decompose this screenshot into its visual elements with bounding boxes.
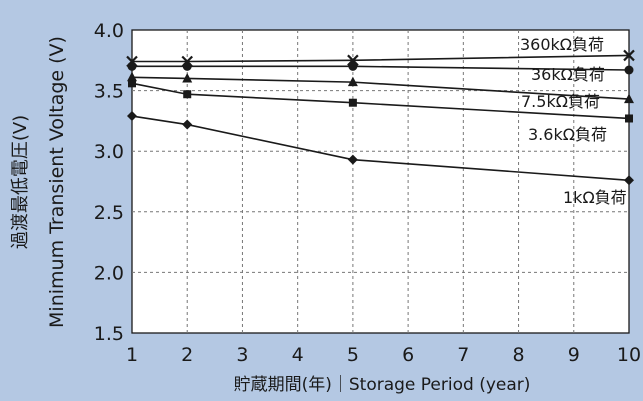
series-3 xyxy=(127,71,634,104)
data-point xyxy=(182,119,193,130)
data-point xyxy=(127,71,137,82)
series-5 xyxy=(127,111,634,186)
plot-area xyxy=(131,29,630,334)
data-point xyxy=(347,76,358,87)
series-line xyxy=(131,115,630,182)
series-line xyxy=(132,54,630,63)
grid xyxy=(132,30,629,333)
data-point xyxy=(625,114,633,123)
y-tick-label: 3.0 xyxy=(94,141,124,163)
series-2 xyxy=(127,61,634,75)
series-4 xyxy=(128,79,633,123)
series-labels: 360kΩ負荷 36kΩ負荷 7.5kΩ負荷 3.6kΩ負荷 1kΩ負荷 xyxy=(520,35,627,207)
x-tick-label: 6 xyxy=(402,344,414,366)
y-tick-label: 2.0 xyxy=(94,262,124,284)
series-label: 360kΩ負荷 xyxy=(520,35,604,54)
y-tick-label: 3.5 xyxy=(94,81,124,103)
data-point xyxy=(623,49,635,62)
x-tick-label: 2 xyxy=(181,344,193,366)
series-line xyxy=(131,82,630,120)
series-line xyxy=(132,65,630,71)
x-tick-label: 3 xyxy=(236,344,248,366)
data-point xyxy=(624,175,634,186)
y-axis-title-en: Minimum Transient Voltage (V) xyxy=(46,36,68,328)
x-axis-title: 貯蔵期間(年)｜Storage Period (year) xyxy=(234,375,531,395)
data-point xyxy=(348,61,358,71)
series-1 xyxy=(126,49,635,68)
x-tick-label: 8 xyxy=(513,344,525,366)
series-label: 36kΩ負荷 xyxy=(531,65,605,84)
data-point xyxy=(624,65,634,75)
x-tick-label: 9 xyxy=(568,344,580,366)
x-tick-labels: 1 2 3 4 5 6 7 8 9 10 xyxy=(126,344,641,366)
series-group xyxy=(126,49,635,186)
data-point xyxy=(127,61,137,71)
data-point xyxy=(128,79,136,88)
data-point xyxy=(127,111,137,122)
series-label: 3.6kΩ負荷 xyxy=(528,125,607,144)
y-tick-label: 1.5 xyxy=(94,323,124,345)
x-tick-label: 4 xyxy=(292,344,304,366)
series-label: 7.5kΩ負荷 xyxy=(521,92,600,111)
data-point xyxy=(182,72,193,83)
x-tick-label: 5 xyxy=(347,344,359,366)
data-point xyxy=(347,154,358,165)
series-line xyxy=(131,76,630,100)
data-point xyxy=(183,90,192,99)
x-tick-label: 7 xyxy=(457,344,469,366)
data-point xyxy=(182,61,192,71)
x-tick-label: 10 xyxy=(617,344,641,366)
y-tick-label: 2.5 xyxy=(94,202,124,224)
data-point xyxy=(624,93,634,104)
y-tick-label: 4.0 xyxy=(94,20,124,42)
y-tick-labels: 1.5 2.0 2.5 3.0 3.5 4.0 xyxy=(94,20,124,345)
x-tick-label: 1 xyxy=(126,344,138,366)
y-axis-title-ja: 過渡最低電圧(V) xyxy=(10,115,31,249)
series-label: 1kΩ負荷 xyxy=(563,188,627,207)
data-point xyxy=(348,98,357,107)
